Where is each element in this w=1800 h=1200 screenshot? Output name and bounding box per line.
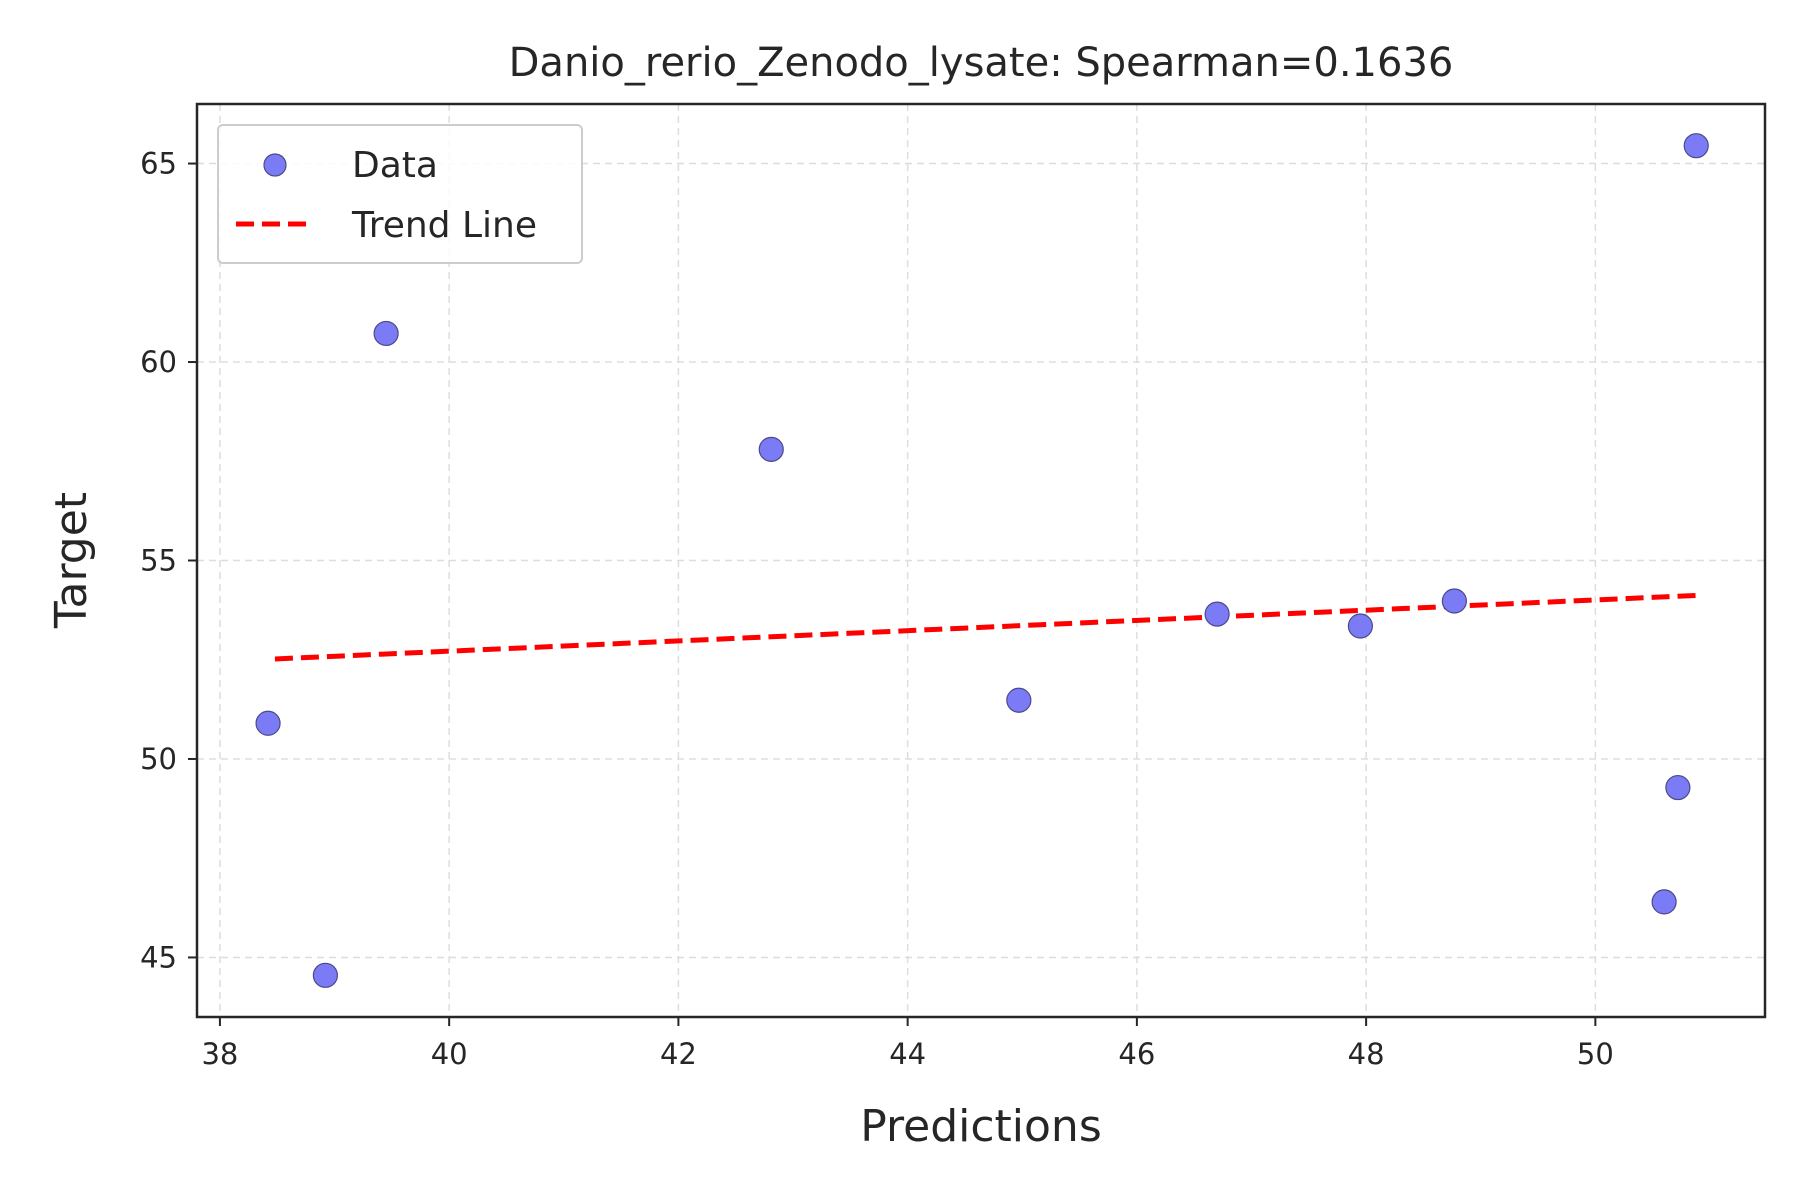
y-tick-label: 50	[140, 742, 177, 776]
x-tick-label: 42	[660, 1037, 697, 1071]
y-tick-label: 60	[140, 345, 177, 379]
y-axis-label: Target	[46, 492, 97, 629]
data-point	[312, 962, 338, 988]
data-point	[1006, 687, 1032, 713]
legend-data-label: Data	[352, 145, 438, 186]
data-point	[1651, 889, 1677, 915]
legend-trend-label: Trend Line	[351, 205, 537, 246]
x-tick-label: 48	[1348, 1037, 1385, 1071]
grid-lines	[197, 104, 1765, 1017]
y-axis-ticks: 45 50 55 60 65	[140, 147, 197, 974]
data-point	[373, 320, 399, 347]
data-point	[255, 710, 281, 736]
data-point	[1665, 774, 1691, 801]
chart-title: Danio_rerio_Zenodo_lysate: Spearman=0.16…	[509, 40, 1454, 86]
data-point	[1683, 133, 1709, 159]
x-tick-label: 50	[1577, 1037, 1614, 1071]
y-tick-label: 45	[140, 940, 177, 974]
data-point	[1347, 613, 1373, 639]
data-point	[1204, 601, 1230, 627]
x-tick-label: 40	[431, 1037, 468, 1071]
data-point	[1441, 588, 1467, 614]
legend-box	[217, 124, 583, 264]
y-tick-label: 55	[140, 544, 177, 578]
legend-data-marker	[263, 153, 287, 177]
y-tick-label: 65	[140, 147, 177, 181]
x-tick-label: 38	[201, 1037, 238, 1071]
x-tick-label: 46	[1118, 1037, 1155, 1071]
legend: Data Trend Line	[217, 124, 583, 264]
data-point	[758, 436, 784, 462]
x-tick-label: 44	[889, 1037, 926, 1071]
x-axis-ticks: 38 40 42 44 46 48 50	[201, 1017, 1614, 1071]
data-points-layer	[255, 133, 1709, 988]
x-axis-label: Predictions	[860, 1101, 1102, 1152]
